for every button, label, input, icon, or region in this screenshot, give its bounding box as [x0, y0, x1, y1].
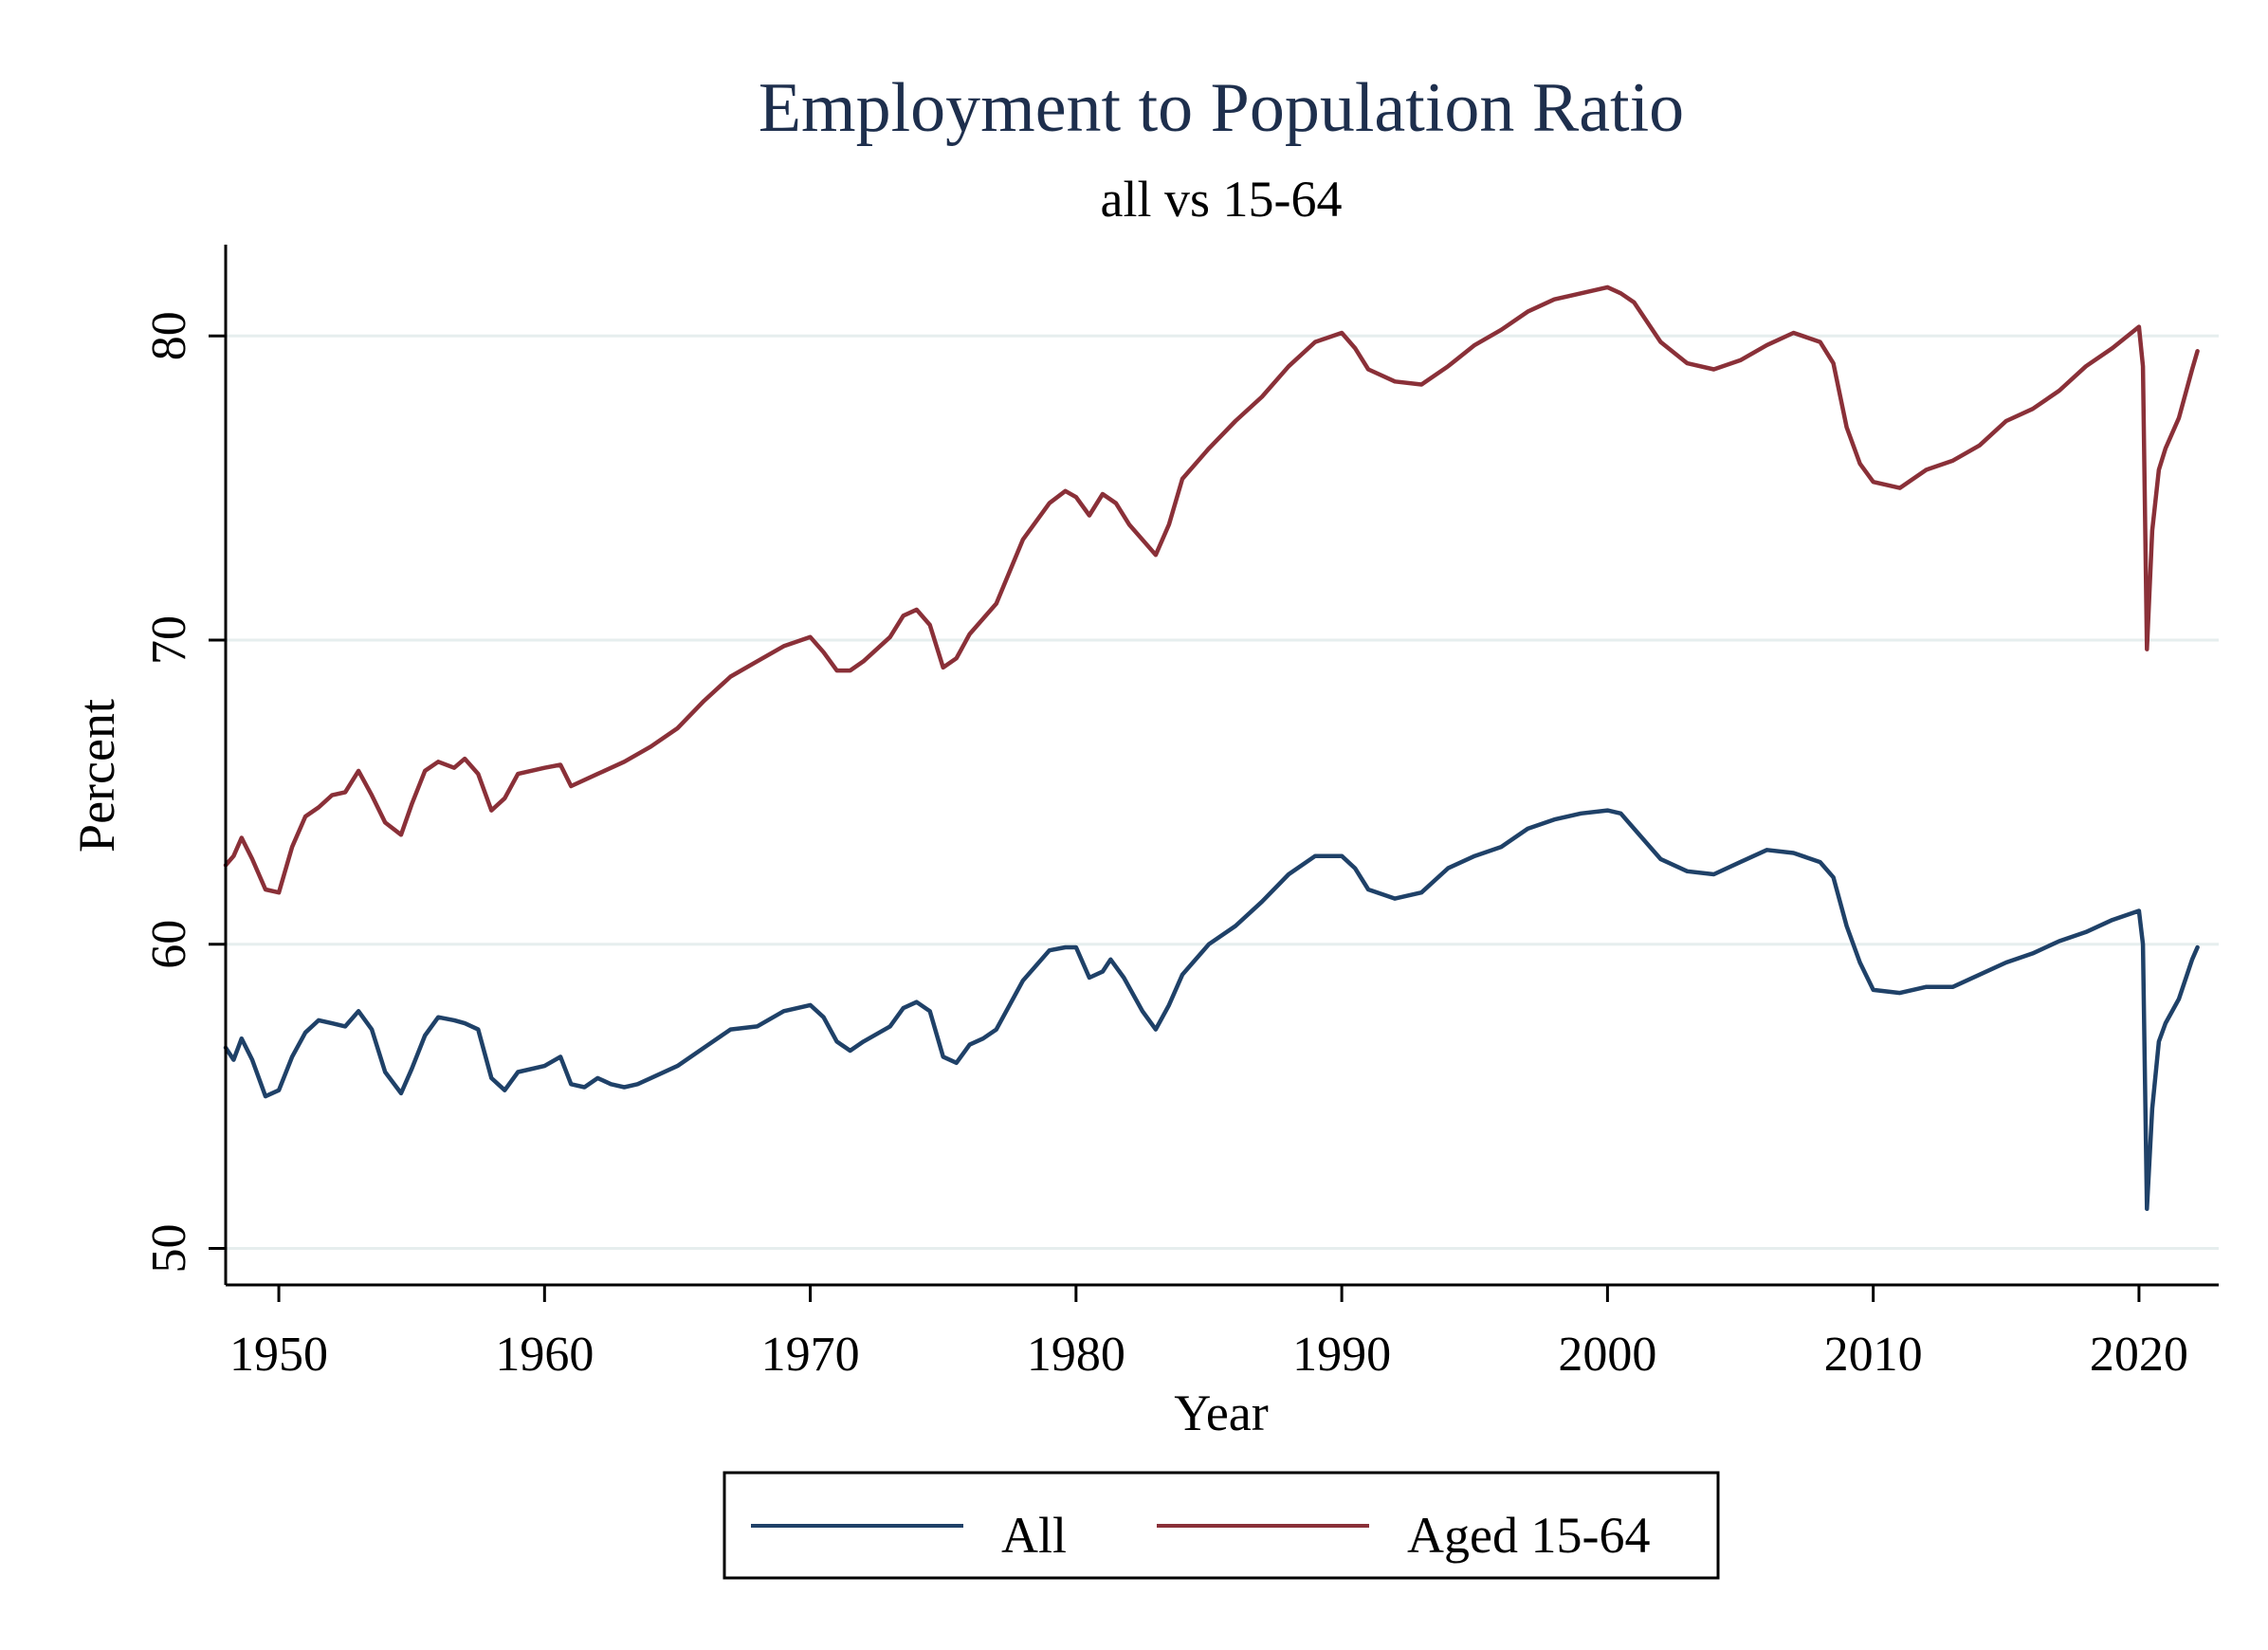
- y-tick-label-50: 50: [142, 1224, 196, 1274]
- x-tick-label-2000: 2000: [1558, 1328, 1656, 1382]
- x-tick-label-1980: 1980: [1027, 1328, 1125, 1382]
- x-tick-label-2020: 2020: [2090, 1328, 2188, 1382]
- y-tick-label-80: 80: [142, 311, 196, 360]
- y-axis-title: Percent: [68, 699, 125, 852]
- grid-lines: [226, 334, 2219, 1251]
- y-tick-label-60: 60: [142, 920, 196, 969]
- chart-title: Employment to Population Ratio: [759, 69, 1684, 147]
- x-tick-label-1950: 1950: [229, 1328, 328, 1382]
- series-line-all: [223, 808, 2200, 1212]
- legend: All Aged 15-64: [722, 1471, 1720, 1580]
- x-tick-label-2010: 2010: [1824, 1328, 1923, 1382]
- y-axis-ticks: 50 60 70 80: [142, 311, 226, 1274]
- x-axis-ticks: 1950 1960 1970 1980 1990 2000 2010 2020: [229, 1285, 2188, 1382]
- series-layer: [223, 284, 2200, 1212]
- y-tick-label-70: 70: [142, 615, 196, 665]
- chart-subtitle: all vs 15-64: [1101, 171, 1343, 228]
- series-line-aged-15-64: [223, 284, 2200, 895]
- legend-label-all: All: [1001, 1507, 1067, 1564]
- legend-label-aged-15-64: Aged 15-64: [1407, 1507, 1650, 1564]
- x-tick-label-1970: 1970: [761, 1328, 860, 1382]
- x-axis-title: Year: [1174, 1384, 1269, 1441]
- x-tick-label-1960: 1960: [495, 1328, 594, 1382]
- x-tick-label-1990: 1990: [1292, 1328, 1391, 1382]
